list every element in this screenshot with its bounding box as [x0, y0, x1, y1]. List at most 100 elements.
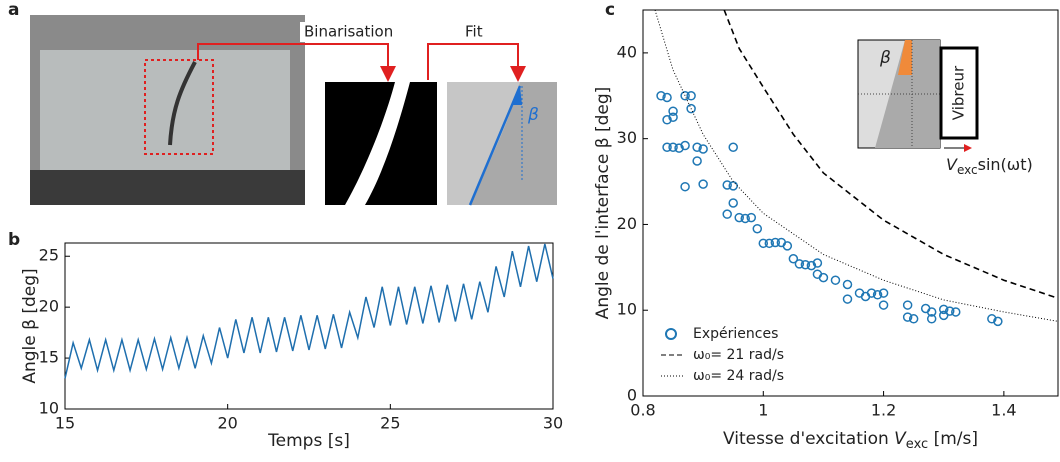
y-tick-label: 20	[39, 297, 59, 316]
point	[698, 179, 708, 189]
point	[662, 142, 672, 152]
panel-label: c	[605, 0, 615, 20]
exciter-label: Vibreur	[950, 65, 968, 120]
x-axis-label: Vitesse d'excitation Vexc [m/s]	[723, 429, 978, 452]
fit-line	[468, 85, 522, 206]
point	[872, 290, 883, 300]
point	[746, 212, 757, 223]
y-tick-label: 15	[39, 348, 59, 367]
point	[662, 92, 672, 103]
point	[686, 103, 696, 114]
point	[902, 312, 913, 322]
panel-label: b	[8, 230, 20, 250]
velocity-function: sin(ωt)	[978, 155, 1033, 174]
velocity-label: Vexcsin(ωt)	[946, 155, 1033, 177]
point	[938, 304, 949, 315]
point	[764, 238, 775, 249]
fit-angle	[511, 86, 522, 105]
point	[987, 314, 997, 324]
point	[728, 142, 738, 152]
point	[692, 142, 702, 152]
step-label: Binarisation	[304, 23, 393, 41]
point	[878, 300, 889, 310]
angle-symbol: β	[527, 105, 539, 125]
point	[698, 144, 708, 154]
y-tick-label: 10	[39, 399, 59, 418]
point	[993, 316, 1003, 327]
legend-label: ω₀= 24 rad/s	[693, 368, 784, 384]
point	[951, 307, 961, 317]
y-tick-label: 10	[617, 300, 637, 319]
point	[908, 314, 919, 324]
point	[680, 91, 690, 101]
y-tick-label: 0	[627, 386, 637, 405]
point	[722, 209, 732, 219]
point	[800, 260, 811, 270]
point	[812, 258, 823, 268]
plot-frame	[642, 9, 1059, 397]
point	[728, 198, 738, 208]
point	[656, 91, 666, 101]
plot-frame	[64, 242, 554, 410]
point	[866, 288, 877, 298]
point	[806, 260, 817, 271]
x-tick-label: 0.8	[630, 401, 655, 420]
y-axis-label: Angle de l'interface β [deg]	[593, 87, 613, 320]
y-tick-label: 25	[39, 246, 59, 265]
point	[782, 241, 793, 251]
legend-label: ω₀= 21 rad/s	[693, 347, 784, 363]
inset-angle-label: β	[879, 48, 891, 68]
x-tick-label: 1	[758, 401, 768, 420]
legend-marker	[665, 328, 677, 340]
point	[926, 307, 937, 317]
arrow	[427, 43, 526, 82]
point	[794, 259, 805, 269]
roi	[144, 59, 214, 155]
point	[662, 115, 672, 125]
x-tick-label: 15	[55, 414, 75, 433]
label-bg	[300, 22, 420, 42]
line	[723, 9, 1059, 299]
binary-interface	[345, 82, 410, 205]
point	[686, 91, 696, 101]
x-tick-label: 30	[543, 414, 563, 433]
point	[692, 156, 702, 166]
inset-liquid	[875, 40, 940, 148]
point	[668, 106, 678, 116]
photo-interface	[168, 61, 197, 146]
x-tick-label: 1.4	[991, 401, 1016, 420]
y-tick-label: 30	[617, 128, 637, 147]
line	[654, 9, 1059, 322]
point	[788, 254, 799, 264]
x-axis-label-part: Vitesse d'excitation	[723, 429, 894, 449]
point	[722, 180, 732, 190]
velocity-symbol: V	[946, 155, 958, 174]
point	[668, 112, 678, 122]
x-axis-label-part: [m/s]	[928, 429, 978, 449]
point	[902, 300, 913, 310]
point	[842, 279, 853, 290]
step-label: Fit	[465, 23, 483, 41]
photo-cell	[40, 50, 290, 170]
photo-base	[30, 170, 305, 205]
y-tick-label: 40	[617, 42, 637, 61]
inset-angle	[898, 40, 912, 75]
point	[680, 140, 690, 151]
y-tick-label: 20	[617, 214, 637, 233]
point	[770, 237, 781, 248]
line	[64, 243, 554, 379]
arrow	[197, 43, 396, 82]
point	[740, 213, 750, 224]
x-tick-label: 1.2	[871, 401, 896, 420]
point	[680, 181, 690, 192]
point	[938, 310, 949, 321]
point	[818, 272, 829, 283]
point	[734, 212, 744, 223]
x-tick-label: 20	[217, 414, 237, 433]
point	[674, 143, 684, 153]
panel-label: a	[8, 0, 19, 20]
fit-light	[447, 82, 520, 205]
point	[842, 294, 853, 304]
